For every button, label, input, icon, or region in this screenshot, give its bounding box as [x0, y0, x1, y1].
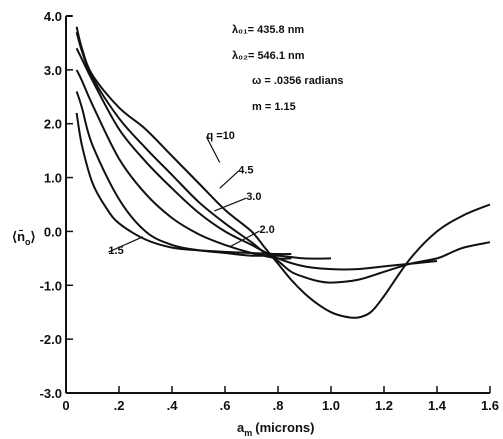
y-tick-label: 1.0: [44, 171, 62, 186]
x-tick-label: .4: [167, 398, 179, 413]
y-tick-label: -3.0: [40, 386, 62, 401]
y-tick-label: 3.0: [44, 63, 62, 78]
y-tick-label: 0.0: [44, 224, 62, 239]
series-line-6: [75, 112, 292, 256]
annotation-block: λ₀₁= 435.8 nm λ₀₂= 546.1 nm ω = .0356 ra…: [232, 24, 344, 113]
series-line-1: [75, 26, 491, 319]
annotation-lambda-01: λ₀₁= 435.8 nm: [232, 24, 304, 36]
y-tick-label: -1.0: [40, 278, 62, 293]
x-tick-label: .8: [273, 398, 284, 413]
series-label-leader: [219, 170, 239, 189]
x-tick-label: 1.0: [322, 398, 340, 413]
series-line-2: [75, 31, 491, 284]
x-tick-label: 1.2: [375, 398, 393, 413]
annotation-m: m = 1.15: [252, 101, 296, 113]
series-line-3: [75, 47, 438, 271]
x-tick-label: 1.4: [428, 398, 447, 413]
x-tick-label: 1.6: [481, 398, 499, 413]
series-label-4: 2.0: [259, 224, 274, 236]
series-label-1: q =10: [206, 130, 234, 142]
x-axis-label: am (microns): [237, 420, 314, 438]
series-label-leader: [230, 230, 260, 248]
y-tick-label: -2.0: [40, 332, 62, 347]
x-tick-label: 0: [62, 398, 69, 413]
series-label-2: 4.5: [238, 164, 253, 176]
y-tick-label: 4.0: [44, 9, 62, 24]
annotation-lambda-02: λ₀₂= 546.1 nm: [232, 50, 305, 62]
y-tick-label: 2.0: [44, 117, 62, 132]
x-tick-label: .2: [114, 398, 125, 413]
series-label-leader: [205, 136, 221, 163]
x-tick-label: .6: [220, 398, 231, 413]
y-axis-label: ⟨n̄o⟩: [12, 229, 36, 247]
series-label-leader: [108, 236, 144, 253]
series-line-5: [75, 91, 332, 260]
series-label-leader: [214, 197, 247, 212]
series-label-5: 1.5: [108, 245, 123, 257]
annotation-omega: ω = .0356 radians: [252, 75, 344, 87]
series-label-3: 3.0: [246, 191, 261, 203]
